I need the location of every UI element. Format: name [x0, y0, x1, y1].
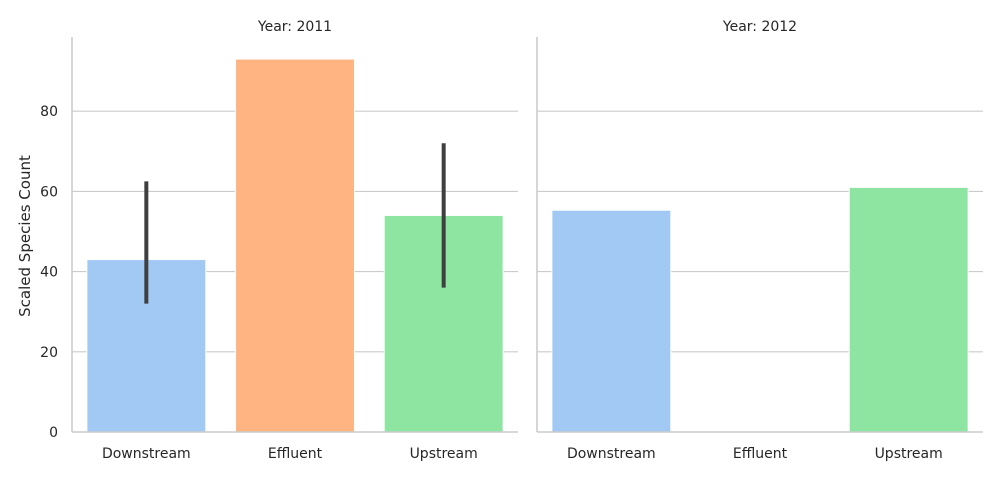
grid-layer	[72, 110, 983, 353]
y-axis-label: Scaled Species Count	[16, 155, 34, 317]
x-tick-label: Upstream	[875, 446, 943, 462]
y-tick-label: 60	[40, 184, 58, 200]
bar-layer	[86, 58, 969, 433]
x-tick-label: Downstream	[102, 446, 191, 462]
y-tick-label: 20	[40, 345, 58, 361]
y-tick-label: 80	[40, 104, 58, 120]
x-tick-label: Effluent	[733, 446, 788, 462]
axis-layer: Downstream Effluent Upstream Downstream Effl…	[40, 37, 983, 462]
y-tick-label: 0	[49, 425, 58, 441]
y-tick-label: 40	[40, 265, 58, 281]
panel-title-2011: Year: 2011	[257, 19, 332, 35]
bar-effluent	[235, 58, 355, 433]
x-tick-label: Upstream	[410, 446, 478, 462]
x-tick-label: Effluent	[268, 446, 323, 462]
x-tick-label: Downstream	[567, 446, 656, 462]
bar-upstream	[848, 186, 969, 433]
bar-downstream	[551, 209, 672, 433]
panel-title-2012: Year: 2012	[722, 19, 797, 35]
